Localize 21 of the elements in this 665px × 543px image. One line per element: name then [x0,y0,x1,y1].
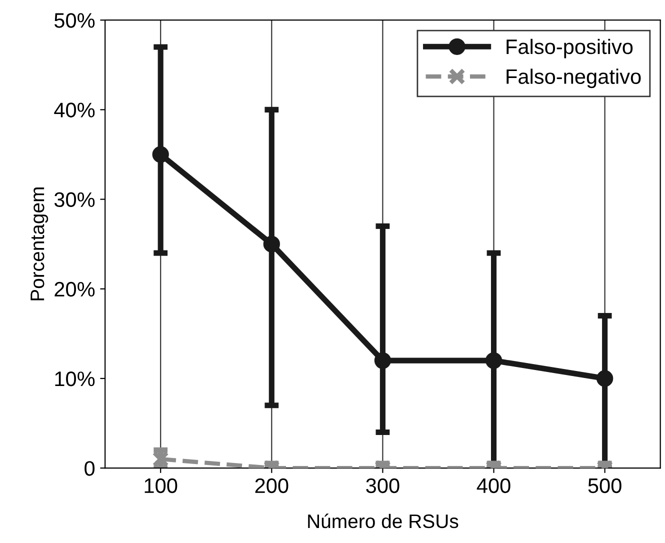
y-tick-label: 0 [84,461,95,476]
legend-label: Falso-negativo [506,68,641,88]
x-tick-label: 500 [588,478,622,494]
point [485,352,502,369]
y-tick-label: 40% [54,102,95,118]
point [263,236,280,252]
y-axis-title: Porcentagem [30,188,48,300]
y-tick-label: 30% [54,192,95,208]
x-tick-label: 200 [255,478,288,494]
y-tick-label: 50% [54,13,95,28]
y-tick-label: 20% [54,282,95,297]
x-tick-label: 100 [144,478,178,494]
x-axis-title: Número de RSUs [308,514,458,528]
point [596,370,614,387]
x-tick-label: 300 [366,478,400,494]
point [152,146,169,163]
y-tick-label: 10% [55,371,95,386]
point [374,352,392,369]
point [152,450,169,468]
legend-label: Falso-positivo [506,38,633,58]
x-tick-label: 400 [476,478,510,494]
